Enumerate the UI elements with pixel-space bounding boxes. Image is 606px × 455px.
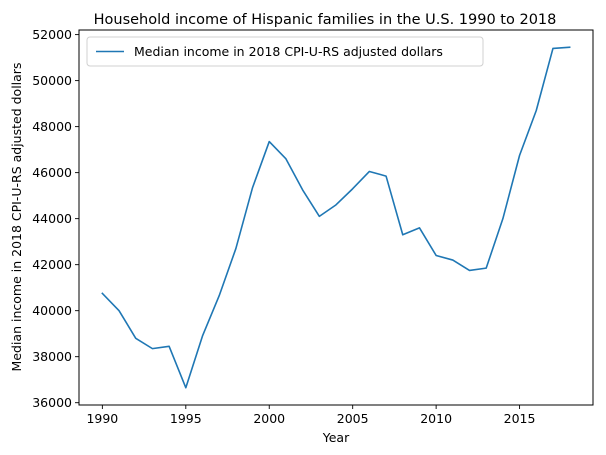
plot-frame — [78, 29, 594, 406]
y-tick-label: 38000 — [32, 349, 72, 364]
y-tick-label: 50000 — [32, 73, 72, 88]
y-axis: 36000 38000 40000 42000 44000 46000 48000 50000… — [32, 27, 79, 410]
y-tick-label: 46000 — [32, 165, 72, 180]
series-line — [101, 46, 571, 389]
chart-title: Household income of Hispanic families in… — [94, 12, 557, 28]
x-tick-label: 1990 — [86, 411, 118, 426]
y-tick-label: 42000 — [32, 257, 72, 272]
x-tick-label: 2000 — [253, 411, 285, 426]
x-axis: 1990 1995 2000 2005 2010 2015 — [86, 405, 535, 426]
x-tick-label: 2010 — [420, 411, 452, 426]
x-axis-label: Year — [322, 430, 350, 445]
y-tick-label: 44000 — [32, 211, 72, 226]
y-tick-label: 52000 — [32, 27, 72, 42]
legend-frame — [86, 36, 484, 67]
y-tick-label: 40000 — [32, 303, 72, 318]
plot-area — [78, 29, 594, 406]
y-axis-label: Median income in 2018 CPI-U-RS adjusted … — [9, 63, 24, 372]
y-tick-label: 48000 — [32, 119, 72, 134]
x-tick-label: 2005 — [337, 411, 369, 426]
x-tick-label: 2015 — [504, 411, 536, 426]
y-tick-label: 36000 — [32, 395, 72, 410]
x-tick-label: 1995 — [170, 411, 202, 426]
legend: Median income in 2018 CPI-U-RS adjusted … — [86, 36, 484, 67]
legend-entry: Median income in 2018 CPI-U-RS adjusted … — [134, 44, 443, 59]
